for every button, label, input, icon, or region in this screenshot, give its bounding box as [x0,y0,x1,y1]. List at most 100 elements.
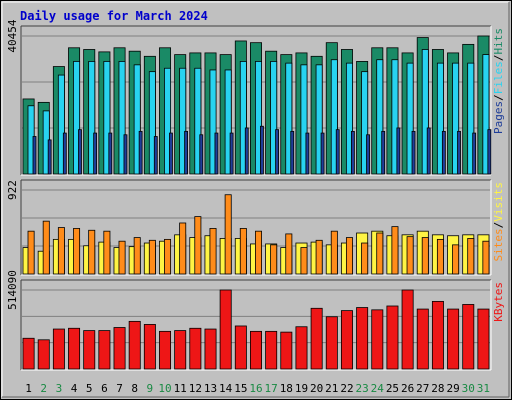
x-tick-label-day-6: 6 [101,382,108,395]
bar-files-day-24 [376,59,384,175]
bar-pages-day-26 [411,130,416,175]
bar-pages-day-28 [441,130,446,175]
x-tick-label-day-9: 9 [147,382,154,395]
bar-kbytes-day-12 [189,327,202,370]
bar-pages-day-15 [244,127,249,175]
bar-pages-day-18 [290,130,295,175]
bar-files-day-15 [239,61,247,175]
bar-pages-day-29 [457,130,461,175]
bar-kbytes-day-25 [386,305,399,370]
bar-pages-day-25 [396,127,401,175]
bar-kbytes-day-17 [265,330,278,370]
x-tick-label-day-25: 25 [386,382,399,395]
bar-files-day-14 [224,69,232,175]
x-tick-label-day-24: 24 [371,382,385,395]
bar-sites-day-25 [391,226,399,275]
bar-kbytes-day-10 [159,330,172,370]
bar-kbytes-day-5 [83,330,96,370]
bar-sites-day-20 [315,239,323,275]
panel-kbytes: 514090 KBytes [6,270,505,371]
bar-pages-day-30 [472,132,477,175]
bar-pages-day-9 [153,136,158,175]
y-axis-max-label-kbytes: 514090 [6,270,19,310]
bar-pages-day-6 [108,132,113,175]
bar-files-day-31 [482,54,490,175]
bar-pages-day-22 [350,130,355,175]
x-tick-label-day-15: 15 [234,382,247,395]
bar-sites-day-3 [57,227,65,275]
bar-pages-day-23 [366,134,370,175]
bar-pages-day-2 [47,139,52,175]
bar-kbytes-day-16 [250,330,262,370]
bar-files-day-4 [73,61,81,175]
chart-panels: 40454Pages/Files/Hits922Sites/Visits5140… [6,19,505,371]
bar-pages-day-5 [93,132,98,175]
bar-kbytes-day-4 [68,327,81,370]
bar-kbytes-day-30 [462,304,475,370]
bar-files-day-27 [421,49,429,175]
bar-kbytes-day-8 [128,320,141,370]
bar-sites-day-15 [239,228,247,275]
legend-separator: / [492,222,505,229]
x-tick-label-day-27: 27 [416,382,429,395]
bar-sites-day-24 [376,232,384,275]
x-tick-label-day-10: 10 [158,382,171,395]
bar-files-day-3 [57,74,65,175]
bar-kbytes-day-3 [52,328,65,370]
bar-pages-day-7 [123,134,128,175]
bar-files-day-12 [194,67,202,175]
bar-files-day-7 [118,61,126,175]
bar-pages-day-8 [138,130,143,175]
bar-kbytes-day-1 [22,337,35,370]
bar-files-day-10 [164,67,172,175]
x-tick-label-day-1: 1 [25,382,32,395]
x-tick-label-day-31: 31 [477,382,490,395]
x-tick-label-day-12: 12 [189,382,202,395]
x-tick-label-day-2: 2 [40,382,47,395]
bar-sites-day-17 [270,244,278,275]
bar-files-day-28 [436,62,444,175]
bar-files-day-25 [391,59,399,175]
x-tick-label-day-5: 5 [86,382,93,395]
bar-sites-day-11 [179,222,187,275]
bar-sites-day-29 [452,244,460,275]
bar-sites-day-18 [285,233,293,275]
bar-kbytes-day-21 [325,316,338,370]
x-tick-label-day-23: 23 [356,382,369,395]
bar-sites-day-31 [482,240,490,275]
bar-files-day-13 [209,69,217,175]
x-tick-label-day-11: 11 [174,382,187,395]
bar-pages-day-19 [305,132,310,175]
bar-files-day-29 [452,62,460,175]
bar-sites-day-14 [224,194,232,275]
bar-sites-day-27 [421,237,429,275]
bar-sites-day-10 [164,238,172,275]
bar-sites-day-13 [209,228,217,275]
bar-kbytes-day-15 [234,325,247,370]
bar-pages-day-24 [381,130,386,175]
bar-sites-day-2 [42,220,50,275]
bar-kbytes-day-9 [143,324,156,370]
bar-pages-day-27 [426,127,431,175]
bar-kbytes-day-22 [340,310,353,370]
x-tick-label-day-29: 29 [446,382,459,395]
bar-pages-day-31 [487,129,492,175]
x-tick-label-day-14: 14 [219,382,233,395]
legend-item-visits: Visits [492,182,505,222]
bar-sites-day-12 [194,216,202,275]
bar-kbytes-day-13 [204,328,217,370]
x-tick-label-day-28: 28 [431,382,444,395]
bar-sites-day-21 [330,230,338,275]
x-tick-label-day-20: 20 [310,382,323,395]
bar-kbytes-day-29 [447,308,460,370]
bar-kbytes-day-2 [37,339,50,370]
bar-sites-day-5 [88,229,96,275]
bar-sites-day-4 [73,228,81,275]
bar-kbytes-day-20 [310,307,323,370]
bar-kbytes-day-19 [295,326,308,370]
bar-pages-day-10 [169,132,173,175]
bar-pages-day-14 [229,132,234,175]
bar-sites-day-30 [467,238,475,275]
bar-kbytes-day-11 [174,330,187,370]
